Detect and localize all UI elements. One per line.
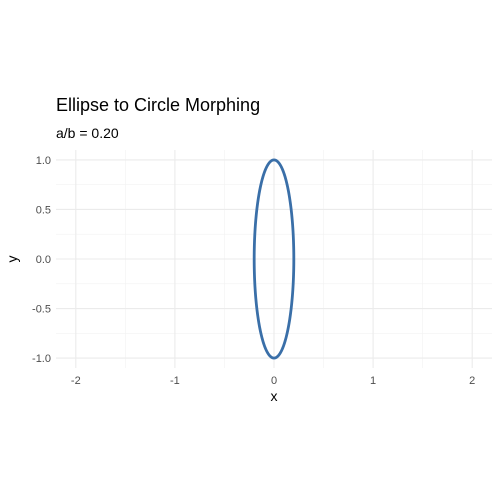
x-tick-labels: -2 -1 0 1 2	[71, 375, 475, 387]
grid	[56, 150, 492, 368]
ellipse-line	[252, 158, 296, 360]
y-tick-label: 1.0	[36, 155, 51, 167]
y-tick-label: -1.0	[32, 353, 51, 365]
y-tick-label: 0.5	[36, 204, 51, 216]
y-tick-labels: -1.0 -0.5 0.0 0.5 1.0	[32, 155, 51, 365]
y-axis-label: y	[4, 256, 20, 263]
x-tick-label: 1	[370, 375, 376, 387]
chart-title: Ellipse to Circle Morphing	[56, 95, 260, 115]
x-axis-label: x	[271, 388, 278, 404]
x-tick-label: 0	[271, 375, 277, 387]
y-tick-label: -0.5	[32, 304, 51, 316]
x-tick-label: -1	[170, 375, 180, 387]
x-tick-label: 2	[469, 375, 475, 387]
x-tick-label: -2	[71, 375, 81, 387]
chart-subtitle: a/b = 0.20	[56, 125, 119, 141]
y-tick-label: 0.0	[36, 254, 51, 266]
series-layer	[252, 158, 296, 360]
